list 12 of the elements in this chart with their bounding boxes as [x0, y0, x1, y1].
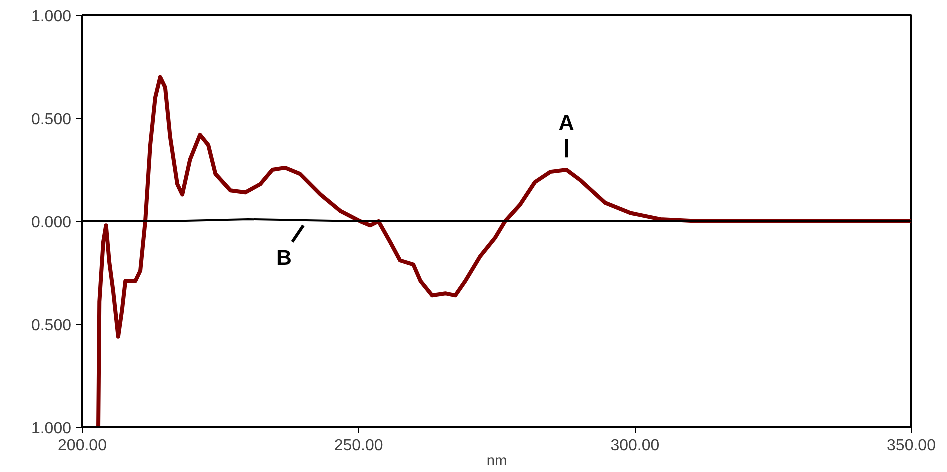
x-tick-label: 250.00 [334, 438, 384, 454]
annotation: B [276, 246, 292, 270]
y-tick-label: 1.000 [31, 8, 72, 26]
x-tick-label: 300.00 [610, 438, 660, 454]
annotation: A [558, 110, 574, 135]
x-tick-label: 350.00 [887, 438, 936, 454]
x-axis-title: nm [486, 454, 508, 470]
y-tick-label: 0.500 [31, 318, 72, 334]
y-tick-label: 1.000 [31, 420, 72, 438]
y-tick-label: 0.500 [31, 112, 72, 128]
y-tick-label: 0.000 [31, 214, 72, 232]
x-tick-label: 200.00 [58, 438, 108, 454]
